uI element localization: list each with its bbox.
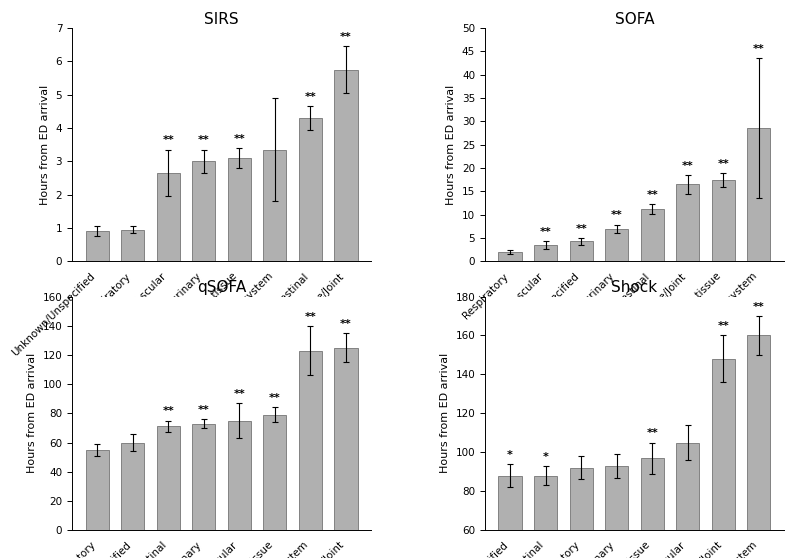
Text: **: ** [198, 405, 210, 415]
Bar [334, 348, 358, 530]
Title: qSOFA: qSOFA [197, 280, 246, 295]
Text: **: ** [269, 393, 281, 403]
Text: **: ** [305, 311, 316, 321]
Bar [157, 426, 180, 530]
Text: **: ** [340, 32, 352, 42]
Title: Shock: Shock [611, 280, 658, 295]
Text: **: ** [718, 158, 729, 169]
Text: **: ** [646, 429, 658, 438]
Text: **: ** [162, 406, 174, 416]
Bar [192, 161, 215, 262]
Bar [498, 252, 522, 262]
Bar [228, 421, 251, 530]
Text: *: * [542, 451, 549, 461]
Bar [86, 450, 109, 530]
Bar [712, 359, 735, 558]
Bar [534, 475, 557, 558]
Y-axis label: Hours from ED arrival: Hours from ED arrival [440, 353, 450, 473]
Text: **: ** [753, 44, 765, 54]
Text: **: ** [575, 224, 587, 234]
Bar [334, 70, 358, 262]
Bar [747, 335, 770, 558]
Bar [228, 158, 251, 262]
Text: **: ** [646, 190, 658, 200]
Bar [299, 118, 322, 262]
Bar [712, 180, 735, 262]
Y-axis label: Hours from ED arrival: Hours from ED arrival [446, 85, 456, 205]
Bar [263, 150, 286, 262]
Bar [192, 424, 215, 530]
Text: **: ** [682, 161, 694, 171]
Text: **: ** [610, 210, 622, 220]
Y-axis label: Hours from ED arrival: Hours from ED arrival [40, 85, 50, 205]
Text: **: ** [234, 389, 246, 399]
Bar [121, 442, 144, 530]
Text: **: ** [718, 321, 729, 331]
Bar [498, 475, 522, 558]
Bar [641, 458, 664, 558]
Text: **: ** [162, 136, 174, 146]
Bar [676, 184, 699, 262]
Text: **: ** [540, 227, 551, 237]
Text: **: ** [340, 319, 352, 329]
Bar [570, 242, 593, 262]
Bar [676, 442, 699, 558]
Bar [86, 232, 109, 262]
Title: SIRS: SIRS [204, 12, 239, 27]
Bar [157, 173, 180, 262]
Text: **: ** [198, 136, 210, 146]
Bar [641, 209, 664, 262]
Text: *: * [507, 450, 513, 460]
Y-axis label: Hours from ED arrival: Hours from ED arrival [27, 353, 37, 473]
Title: SOFA: SOFA [614, 12, 654, 27]
Bar [299, 350, 322, 530]
Bar [747, 128, 770, 262]
Text: **: ** [234, 134, 246, 144]
Text: **: ** [305, 92, 316, 102]
Bar [605, 229, 628, 262]
Bar [263, 415, 286, 530]
Bar [570, 468, 593, 558]
Text: **: ** [753, 302, 765, 312]
Bar [605, 466, 628, 558]
Bar [534, 245, 557, 262]
Bar [121, 230, 144, 262]
